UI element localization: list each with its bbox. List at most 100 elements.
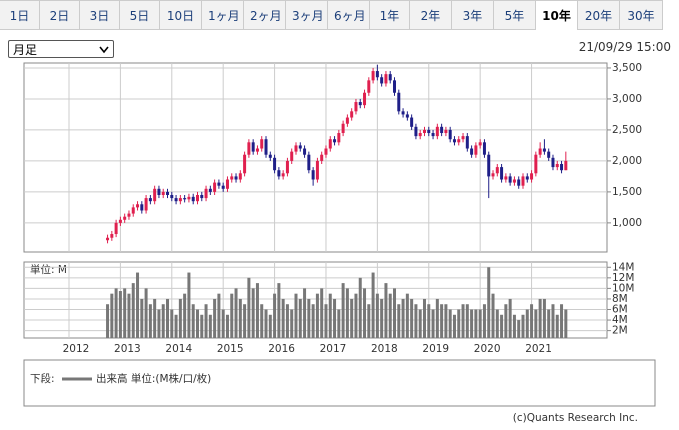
- volume-bar: [328, 293, 332, 338]
- volume-bar: [251, 288, 255, 338]
- volume-bar: [474, 309, 478, 338]
- volume-bar: [208, 314, 212, 338]
- tab[interactable]: 5年: [494, 0, 536, 30]
- volume-bar: [106, 304, 110, 338]
- candle-body: [530, 173, 534, 180]
- candle-body: [500, 167, 504, 180]
- candle-body: [273, 157, 277, 171]
- select-arrow: [99, 46, 109, 54]
- candle-body: [114, 222, 118, 235]
- candle-body: [187, 196, 191, 200]
- candle-body: [350, 111, 354, 118]
- volume-bar: [161, 304, 165, 338]
- tab[interactable]: 3年: [452, 0, 494, 30]
- y-tick-label: 2M: [612, 325, 628, 337]
- y-tick-label: 4M: [612, 314, 628, 326]
- tab[interactable]: 2日: [40, 0, 80, 30]
- tab[interactable]: 1年: [370, 0, 410, 30]
- volume-bar: [452, 314, 456, 338]
- volume-bar: [397, 304, 401, 338]
- volume-bar: [560, 304, 564, 338]
- volume-bar: [298, 298, 302, 338]
- volume-bar: [401, 298, 405, 338]
- volume-bar: [333, 298, 337, 338]
- volume-bar: [153, 298, 157, 338]
- volume-bar: [448, 309, 452, 338]
- volume-bar: [277, 283, 281, 338]
- volume-bar: [127, 293, 131, 338]
- x-tick-label: 2021: [525, 343, 552, 355]
- candle-body: [564, 160, 568, 171]
- volume-bar: [465, 304, 469, 338]
- volume-bar: [324, 304, 328, 338]
- volume-bar: [200, 314, 204, 338]
- tab[interactable]: 30年: [620, 0, 663, 30]
- volume-bar: [482, 304, 486, 338]
- price-panel: [23, 62, 608, 253]
- volume-bar: [375, 293, 379, 338]
- candle-body: [512, 179, 516, 183]
- x-tick-label: 2016: [268, 343, 295, 355]
- volume-bar: [388, 293, 392, 338]
- candle-body: [538, 148, 542, 155]
- volume-bar: [114, 288, 118, 338]
- volume-bar: [187, 272, 191, 338]
- volume-bar: [422, 298, 426, 338]
- volume-bar: [405, 293, 409, 338]
- tab[interactable]: 3ヶ月: [286, 0, 328, 30]
- volume-bar: [470, 309, 474, 338]
- candle-body: [560, 164, 564, 171]
- candle-body: [290, 151, 294, 161]
- tab[interactable]: 2ヶ月: [244, 0, 286, 30]
- x-tick-label: 2013: [114, 343, 141, 355]
- volume-bar: [110, 293, 114, 338]
- candle-body: [444, 129, 448, 134]
- volume-bar: [461, 304, 465, 338]
- tab[interactable]: 10年: [536, 0, 578, 30]
- volume-bar: [234, 288, 238, 338]
- volume-bar: [303, 288, 307, 338]
- candle-body: [268, 154, 272, 158]
- volume-bar: [311, 304, 315, 338]
- candle-body: [547, 151, 551, 158]
- volume-unit: 単位: M: [30, 263, 67, 276]
- tab[interactable]: 1ヶ月: [202, 0, 244, 30]
- candle-body: [208, 188, 212, 192]
- tab[interactable]: 20年: [578, 0, 620, 30]
- candle-body: [200, 194, 204, 199]
- x-tick-label: 2019: [422, 343, 449, 355]
- volume-bar: [530, 304, 534, 338]
- volume-bar: [178, 298, 182, 338]
- candle-body: [294, 145, 298, 152]
- candle-body: [427, 129, 431, 134]
- candle-body: [221, 185, 225, 189]
- volume-bar: [123, 288, 127, 338]
- volume-bar: [243, 304, 247, 338]
- volume-bar: [380, 298, 384, 338]
- tab[interactable]: 1日: [0, 0, 40, 30]
- candle-body: [487, 154, 491, 177]
- candle-body: [144, 198, 148, 211]
- legend-label: 出来高 単位:(M株/口/枚): [96, 372, 211, 385]
- tab[interactable]: 2年: [410, 0, 452, 30]
- candle-body: [127, 213, 131, 217]
- volume-bar: [345, 288, 349, 338]
- tab[interactable]: 10日: [160, 0, 202, 30]
- tab[interactable]: 5日: [120, 0, 160, 30]
- period-select[interactable]: 月足: [8, 40, 114, 58]
- candle-body: [195, 194, 199, 202]
- volume-bar: [238, 298, 242, 338]
- tab[interactable]: 3日: [80, 0, 120, 30]
- x-tick-label: 2012: [63, 343, 90, 355]
- tab[interactable]: 6ヶ月: [328, 0, 370, 30]
- candle-body: [341, 123, 345, 134]
- candle-body: [110, 234, 114, 238]
- candle-body: [435, 126, 439, 137]
- candle-body: [410, 117, 414, 127]
- candle-body: [448, 129, 452, 140]
- candle-body: [234, 176, 238, 180]
- volume-bar: [337, 309, 341, 338]
- volume-bar: [500, 314, 504, 338]
- candle-body: [328, 139, 332, 149]
